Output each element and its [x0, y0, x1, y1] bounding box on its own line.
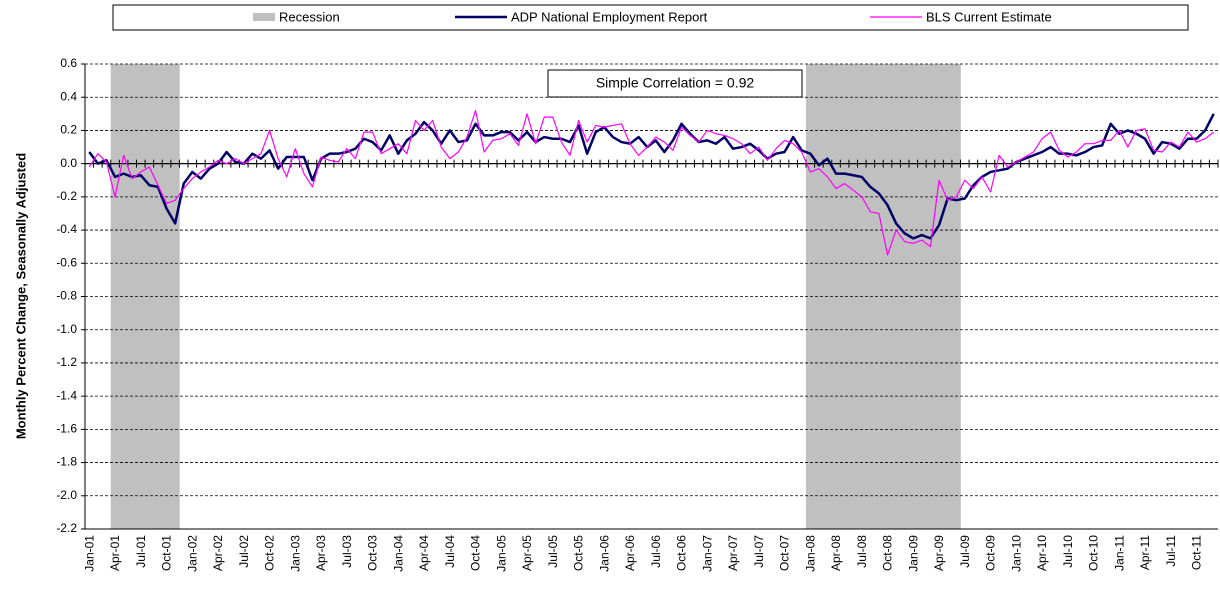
recession-bar	[840, 64, 850, 529]
x-tick-label: Apr-08	[829, 535, 843, 571]
y-axis-title: Monthly Percent Change, Seasonally Adjus…	[13, 153, 28, 439]
x-tick-label: Oct-07	[778, 535, 792, 571]
x-tick-label: Oct-09	[984, 535, 998, 571]
y-tick-label: 0.0	[60, 156, 77, 170]
x-tick-label: Jan-07	[700, 535, 714, 572]
x-tick-label: Jan-04	[391, 535, 405, 572]
y-tick-label: -0.6	[56, 255, 77, 269]
x-tick-label: Jul-03	[340, 535, 354, 568]
legend-label: BLS Current Estimate	[926, 9, 1052, 24]
recession-bar	[848, 64, 858, 529]
x-tick-label: Jul-05	[546, 535, 560, 568]
legend: Recession ADP National Employment Report B…	[253, 9, 1052, 24]
recession-bar	[909, 64, 918, 529]
x-tick-label: Apr-04	[417, 535, 431, 571]
y-tick-label: -1.8	[56, 455, 77, 469]
x-tick-label: Oct-11	[1190, 535, 1204, 570]
x-tick-label: Oct-10	[1087, 535, 1101, 571]
x-tick-label: Jan-09	[906, 535, 920, 572]
series-line	[88, 109, 1215, 256]
x-tick-label: Jul-09	[958, 535, 972, 568]
y-tick-label: 0.2	[60, 123, 77, 137]
x-tick-label: Apr-03	[314, 535, 328, 571]
y-tick-label: -1.4	[56, 388, 77, 402]
recession-bar	[153, 64, 163, 529]
recession-bar	[814, 64, 824, 529]
recession-bar	[145, 64, 154, 529]
x-tick-label: Jan-06	[597, 535, 611, 572]
x-tick-label: Jan-05	[494, 535, 508, 572]
y-tick-label: -0.8	[56, 289, 77, 303]
x-tick-label: Jul-08	[855, 535, 869, 568]
x-tick-label: Jul-10	[1061, 535, 1075, 568]
x-tick-label: Apr-10	[1035, 535, 1049, 571]
y-tick-label: -1.0	[56, 322, 77, 336]
y-tick-label: -2.2	[56, 521, 77, 535]
recession-bar	[900, 64, 910, 529]
x-tick-label: Apr-05	[520, 535, 534, 571]
x-tick-label: Oct-04	[469, 535, 483, 571]
y-tick-label: -0.2	[56, 189, 77, 203]
x-tick-label: Oct-02	[263, 535, 277, 571]
x-tick-label: Jul-01	[134, 535, 148, 568]
y-tick-label: 0.4	[60, 89, 77, 103]
recession-bar	[119, 64, 129, 529]
legend-label: ADP National Employment Report	[511, 9, 708, 24]
legend-box	[112, 4, 1189, 31]
x-tick-label: Apr-11	[1138, 535, 1152, 570]
x-tick-label: Apr-09	[932, 535, 946, 571]
x-tick-label: Jan-11	[1112, 535, 1126, 571]
x-tick-label: Jan-01	[82, 535, 96, 572]
x-tick-label: Jan-03	[288, 535, 302, 572]
x-tick-label: Jul-06	[649, 535, 663, 568]
x-tick-label: Jan-10	[1009, 535, 1023, 572]
x-tick-label: Jan-08	[803, 535, 817, 572]
x-tick-label: Apr-06	[623, 535, 637, 571]
x-tick-label: Jul-02	[237, 535, 251, 568]
legend-swatch	[253, 13, 275, 21]
x-tick-label: Jul-07	[752, 535, 766, 568]
x-tick-label: Apr-07	[726, 535, 740, 571]
annotation: Simple Correlation = 0.92	[596, 75, 755, 91]
y-tick-label: 0.6	[60, 56, 77, 70]
x-tick-label: Jul-04	[443, 535, 457, 568]
y-tick-label: -0.4	[56, 222, 77, 236]
x-tick-label: Jul-11	[1164, 535, 1178, 567]
y-tick-label: -2.0	[56, 488, 77, 502]
legend-label: Recession	[279, 9, 340, 24]
x-tick-label: Oct-08	[881, 535, 895, 571]
recession-bar	[934, 64, 944, 529]
x-tick-label: Apr-02	[211, 535, 225, 571]
y-tick-label: -1.2	[56, 355, 77, 369]
series-line	[88, 113, 1215, 240]
x-tick-label: Oct-06	[675, 535, 689, 571]
x-tick-label: Apr-01	[108, 535, 122, 571]
x-tick-label: Jan-02	[185, 535, 199, 572]
x-tick-label: Oct-03	[366, 535, 380, 571]
x-tick-label: Oct-05	[572, 535, 586, 571]
annotation-box	[547, 69, 803, 98]
recession-bar	[874, 64, 884, 529]
y-tick-label: -1.6	[56, 422, 77, 436]
x-tick-label: Oct-01	[160, 535, 174, 571]
